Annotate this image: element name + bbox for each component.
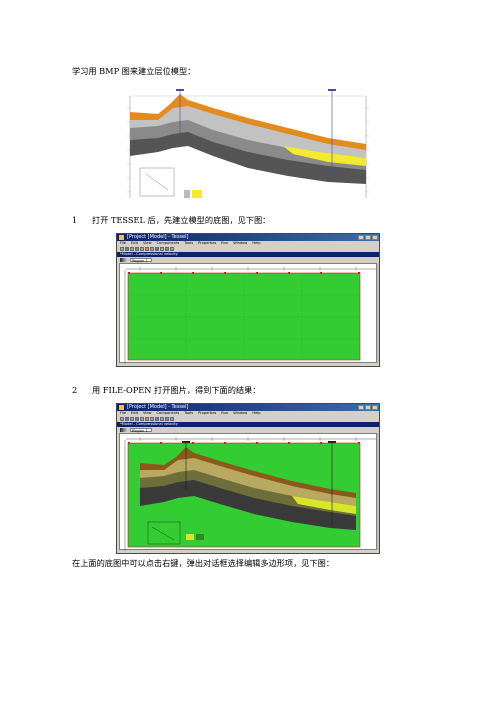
open-icon[interactable] <box>125 247 129 251</box>
menu-run[interactable]: Run <box>221 241 229 245</box>
section-drawing <box>127 89 369 198</box>
step-2-text: 用 FILE-OPEN 打开图片，得到下面的结果： <box>92 385 261 395</box>
menu-view[interactable]: View <box>142 411 152 415</box>
menu-help[interactable]: Help <box>252 411 261 415</box>
intro-paragraph: 学习用 BMP 图来建立层位模型： <box>72 66 196 76</box>
menu-window[interactable]: Window <box>233 411 248 415</box>
close-button[interactable] <box>372 405 378 410</box>
color-scale-icon <box>120 258 128 262</box>
region-combo[interactable]: Region 1 <box>130 258 152 263</box>
color-scale-icon <box>120 428 128 432</box>
step-1-text: 打开 TESSEL 后，先建立模型的底图，见下图： <box>92 215 271 225</box>
menu-run[interactable]: Run <box>221 411 229 415</box>
menu-tools[interactable]: Tools <box>184 241 194 245</box>
app-icon <box>119 235 124 240</box>
model-canvas[interactable] <box>119 433 377 551</box>
pointer-icon[interactable] <box>140 417 144 421</box>
menu-tools[interactable]: Tools <box>184 411 194 415</box>
model-subwindow-title: *Model - Compressional velocity <box>117 252 379 257</box>
layer-icon[interactable] <box>165 417 169 421</box>
menu-properties[interactable]: Properties <box>198 411 217 415</box>
window-title: [Project [Model] - Tessel] <box>127 404 189 410</box>
toolbar <box>117 246 379 252</box>
step-2-number: 2 <box>72 385 78 395</box>
region-combo[interactable]: Region 1 <box>130 428 152 433</box>
model-region[interactable] <box>127 272 361 361</box>
close-button[interactable] <box>372 235 378 240</box>
menu-view[interactable]: View <box>142 241 152 245</box>
title-bar[interactable]: [Project [Model] - Tessel] <box>117 234 379 241</box>
step-1-paragraph: 1 打开 TESSEL 后，先建立模型的底图，见下图： <box>72 215 270 226</box>
new-icon[interactable] <box>120 417 124 421</box>
menu-properties[interactable]: Properties <box>198 241 217 245</box>
menu-components[interactable]: Components <box>156 241 180 245</box>
minimize-button[interactable] <box>358 235 364 240</box>
step-2-paragraph: 2 用 FILE-OPEN 打开图片，得到下面的结果： <box>72 385 260 396</box>
grid-icon[interactable] <box>160 247 164 251</box>
zoom-icon[interactable] <box>135 247 139 251</box>
run-icon[interactable] <box>155 417 159 421</box>
geologic-section-image <box>118 86 376 204</box>
zoom-icon[interactable] <box>135 417 139 421</box>
polygon-icon[interactable] <box>145 247 149 251</box>
imported-bmp-section <box>140 441 356 545</box>
toolbar <box>117 416 379 422</box>
node-icon[interactable] <box>150 247 154 251</box>
pointer-icon[interactable] <box>140 247 144 251</box>
tessel-window-empty-model: [Project [Model] - Tessel] File Edit Vie… <box>116 233 380 367</box>
model-subwindow-title: *Model - Compressional velocity <box>117 422 379 427</box>
model-canvas[interactable] <box>119 263 377 364</box>
layer-icon[interactable] <box>165 247 169 251</box>
menu-components[interactable]: Components <box>156 411 180 415</box>
save-icon[interactable] <box>130 247 134 251</box>
save-icon[interactable] <box>130 417 134 421</box>
vertical-scrollbar[interactable] <box>377 263 379 363</box>
open-icon[interactable] <box>125 417 129 421</box>
menu-bar: File Edit View Components Tools Properti… <box>117 411 379 416</box>
title-bar[interactable]: [Project [Model] - Tessel] <box>117 404 379 411</box>
run-icon[interactable] <box>155 247 159 251</box>
menu-edit[interactable]: Edit <box>131 411 138 415</box>
maximize-button[interactable] <box>365 405 371 410</box>
vertical-scrollbar[interactable] <box>377 433 379 550</box>
maximize-button[interactable] <box>365 235 371 240</box>
help-icon[interactable] <box>170 247 174 251</box>
app-icon <box>119 405 124 410</box>
menu-file[interactable]: File <box>120 411 127 415</box>
step-1-number: 1 <box>72 215 78 225</box>
menu-file[interactable]: File <box>120 241 127 245</box>
tessel-window-with-bmp: [Project [Model] - Tessel] File Edit Vie… <box>116 403 380 554</box>
new-icon[interactable] <box>120 247 124 251</box>
menu-window[interactable]: Window <box>233 241 248 245</box>
minimize-button[interactable] <box>358 405 364 410</box>
polygon-icon[interactable] <box>145 417 149 421</box>
layer-bar: Region 1 <box>117 427 379 433</box>
menu-edit[interactable]: Edit <box>131 241 138 245</box>
model-canvas-drawing <box>124 437 376 551</box>
menu-bar: File Edit View Components Tools Properti… <box>117 241 379 246</box>
menu-help[interactable]: Help <box>252 241 261 245</box>
grid-icon[interactable] <box>160 417 164 421</box>
help-icon[interactable] <box>170 417 174 421</box>
window-title: [Project [Model] - Tessel] <box>127 234 189 240</box>
model-canvas-drawing <box>124 267 376 364</box>
closing-paragraph: 在上面的底图中可以点击右键，弹出对话框选择编辑多边形项，见下图： <box>72 558 335 568</box>
layer-bar: Region 1 <box>117 257 379 263</box>
node-icon[interactable] <box>150 417 154 421</box>
